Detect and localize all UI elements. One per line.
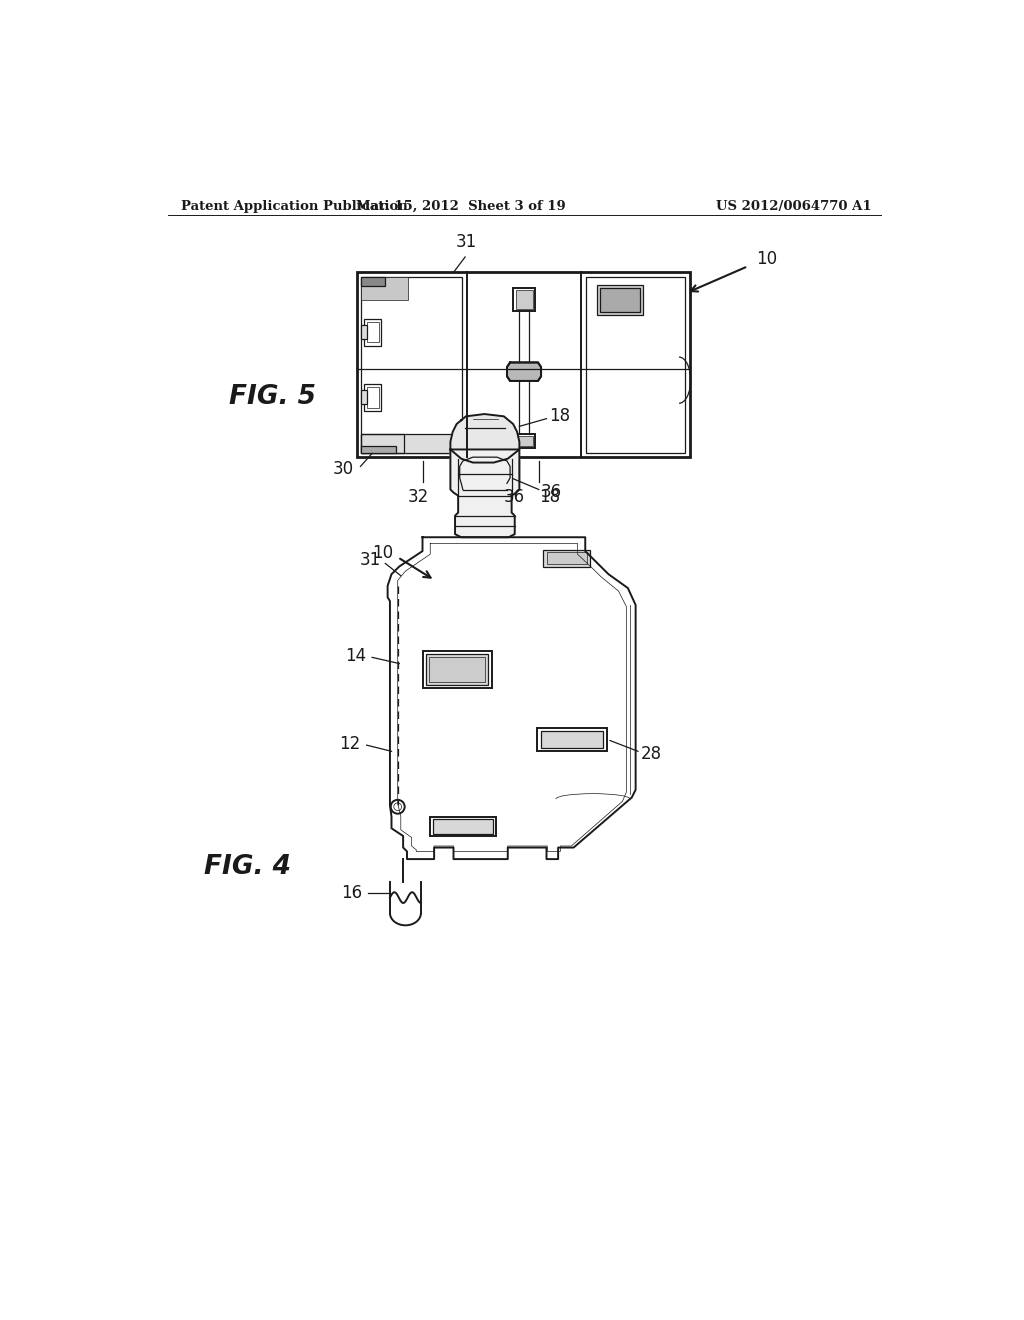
Bar (361, 277, 462, 453)
Text: 36: 36 (541, 483, 561, 500)
Text: FIG. 5: FIG. 5 (228, 384, 315, 411)
Bar (361, 277, 408, 300)
Bar (365, 318, 381, 346)
Bar (538, 729, 607, 751)
Text: 18: 18 (539, 488, 560, 506)
Bar (361, 446, 396, 453)
Polygon shape (451, 449, 519, 537)
Bar (513, 434, 535, 447)
Circle shape (394, 803, 401, 810)
Bar (361, 434, 462, 453)
Text: 31: 31 (359, 552, 381, 569)
Polygon shape (507, 363, 541, 381)
Bar (513, 288, 535, 312)
Bar (361, 325, 368, 339)
Bar (600, 288, 640, 313)
Text: 14: 14 (345, 647, 367, 665)
Text: 12: 12 (339, 735, 360, 752)
Bar (433, 818, 493, 834)
Bar (544, 549, 590, 566)
Polygon shape (451, 414, 519, 462)
Bar (597, 285, 643, 315)
Bar (430, 817, 496, 836)
Text: FIG. 4: FIG. 4 (204, 854, 291, 880)
Bar (356, 272, 690, 457)
Text: 28: 28 (641, 744, 663, 763)
Bar (367, 322, 379, 342)
Bar (515, 437, 532, 446)
Text: 31: 31 (456, 232, 477, 251)
Bar (361, 277, 385, 286)
Bar (361, 391, 368, 404)
Text: US 2012/0064770 A1: US 2012/0064770 A1 (717, 199, 872, 213)
Text: 36: 36 (504, 488, 524, 506)
Bar (515, 290, 532, 309)
Bar (426, 655, 488, 685)
Text: Mar. 15, 2012  Sheet 3 of 19: Mar. 15, 2012 Sheet 3 of 19 (356, 199, 566, 213)
Bar (361, 434, 403, 453)
Text: 10: 10 (756, 249, 777, 268)
Text: 10: 10 (372, 544, 393, 561)
Text: 32: 32 (408, 488, 429, 506)
Bar (367, 387, 379, 408)
Bar (423, 651, 493, 688)
Bar (365, 384, 381, 411)
Text: 16: 16 (341, 884, 362, 902)
Bar (429, 657, 485, 682)
Bar (541, 731, 603, 748)
Text: Patent Application Publication: Patent Application Publication (180, 199, 408, 213)
Bar (547, 552, 587, 564)
Text: 18: 18 (549, 407, 570, 425)
Text: 30: 30 (333, 459, 354, 478)
Bar (586, 277, 685, 453)
